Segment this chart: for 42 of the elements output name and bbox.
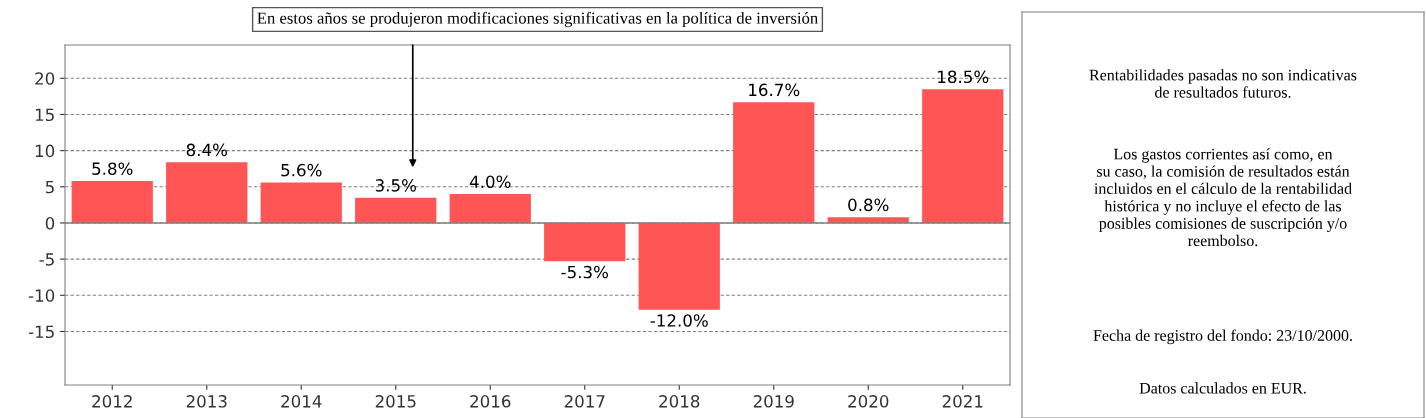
bar xyxy=(449,194,531,223)
x-tick-label: 2020 xyxy=(848,395,889,408)
y-tick-label: 0 xyxy=(45,216,55,230)
bar xyxy=(638,222,720,310)
y-tick-label: -10 xyxy=(28,289,55,302)
x-tick-label: 2015 xyxy=(375,395,416,408)
data-label: 3.5% xyxy=(375,179,416,192)
bar xyxy=(544,222,626,262)
y-tick-label: 20 xyxy=(35,72,55,85)
bar xyxy=(355,197,437,223)
text: En estos años se produjeron modificaciones significativas en la política de inversión xyxy=(257,11,818,28)
x-tick-label: 2019 xyxy=(753,395,794,408)
bar xyxy=(166,162,248,223)
text: Fecha de registro del fondo: 23/10/2000. xyxy=(1093,329,1352,345)
data-label: 16.7% xyxy=(749,83,800,97)
data-label: -5.3% xyxy=(561,265,609,279)
y-tick-label: -15 xyxy=(28,325,54,339)
data-label: 5.8% xyxy=(92,162,133,175)
data-label: 5.6% xyxy=(281,163,322,177)
data-label: 8.4% xyxy=(186,143,227,157)
x-tick-label: 2013 xyxy=(186,395,227,408)
y-tick-label: 5 xyxy=(45,180,54,194)
bar xyxy=(260,182,342,223)
bar xyxy=(733,102,815,223)
x-tick-label: 2021 xyxy=(942,395,983,408)
data-label: -12.0% xyxy=(650,314,708,327)
y-tick-label: 15 xyxy=(35,108,54,122)
text: Rentabilidades pasadas no son indicativas de resultados futuros. xyxy=(1089,69,1357,98)
x-tick-label: 2017 xyxy=(564,395,605,408)
data-label: 18.5% xyxy=(938,70,989,84)
text: Los gastos corrientes así como, en su caso, la comisión de resultados están incluidos en el cálculo de la rentabilidad histórica y no incluye el efecto de las posibles comisiones de suscripción y/o reembolso. xyxy=(1094,148,1352,247)
x-tick-label: 2016 xyxy=(470,395,511,408)
x-tick-label: 2014 xyxy=(281,395,322,408)
data-label: 4.0% xyxy=(469,175,511,189)
x-tick-label: 2012 xyxy=(92,395,132,408)
x-tick-label: 2018 xyxy=(659,395,700,408)
y-tick-label: -5 xyxy=(39,253,54,266)
bar xyxy=(922,89,1004,223)
text: Datos calculados en EUR. xyxy=(1139,382,1306,394)
data-label: 0.8% xyxy=(848,198,889,212)
bar xyxy=(71,181,153,223)
y-tick-label: 10 xyxy=(35,144,55,158)
